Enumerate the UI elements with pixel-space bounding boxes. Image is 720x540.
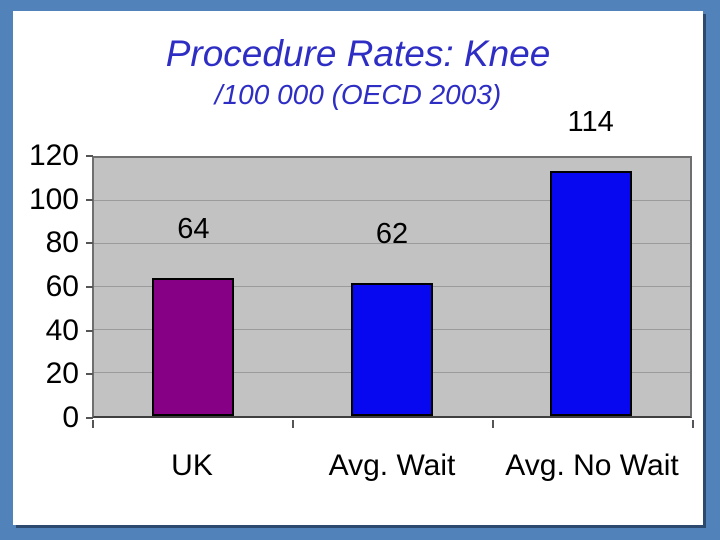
bar-uk xyxy=(152,278,235,416)
y-axis-label: 0 xyxy=(62,401,79,434)
y-axis-tick xyxy=(86,286,93,288)
bar-value-label: 64 xyxy=(177,213,210,246)
x-axis-tick xyxy=(692,420,694,428)
y-axis-tick xyxy=(86,155,93,157)
y-axis-tick xyxy=(86,242,93,245)
chart-subtitle: /100 000 (OECD 2003) xyxy=(214,79,502,110)
y-axis-label: 100 xyxy=(28,182,79,216)
x-axis-tick xyxy=(292,420,294,428)
slide: Procedure Rates: Knee /100 000 (OECD 200… xyxy=(13,11,703,525)
x-axis-label: Avg. Wait xyxy=(328,449,456,482)
gridline xyxy=(94,200,690,201)
y-axis-label: 80 xyxy=(45,226,79,260)
x-axis-label: Avg. No Wait xyxy=(505,449,679,482)
bar-avg-no-wait xyxy=(549,170,632,416)
y-axis-label: 120 xyxy=(28,139,79,172)
y-axis-tick xyxy=(86,198,93,201)
y-axis-label: 60 xyxy=(45,270,79,303)
y-axis-tick xyxy=(86,373,93,376)
x-axis-tick xyxy=(492,420,494,428)
bar-value-label: 62 xyxy=(375,217,409,250)
y-axis-label: 40 xyxy=(45,313,79,347)
y-axis-label: 20 xyxy=(45,357,79,391)
plot-area: 64 62 114 xyxy=(92,107,692,418)
bar-avg-wait xyxy=(351,282,433,416)
chart-title: Procedure Rates: Knee xyxy=(165,33,551,74)
y-axis: 0 20 40 60 80 100 120 xyxy=(13,141,79,433)
gridline xyxy=(94,243,690,244)
x-axis-tick xyxy=(92,420,94,428)
x-axis: UK Avg. Wait Avg. No Wait xyxy=(92,449,692,489)
y-axis-tick xyxy=(86,417,93,419)
bar-value-label: 114 xyxy=(567,105,614,138)
x-axis-label: UK xyxy=(171,449,213,482)
y-axis-tick xyxy=(86,329,93,332)
